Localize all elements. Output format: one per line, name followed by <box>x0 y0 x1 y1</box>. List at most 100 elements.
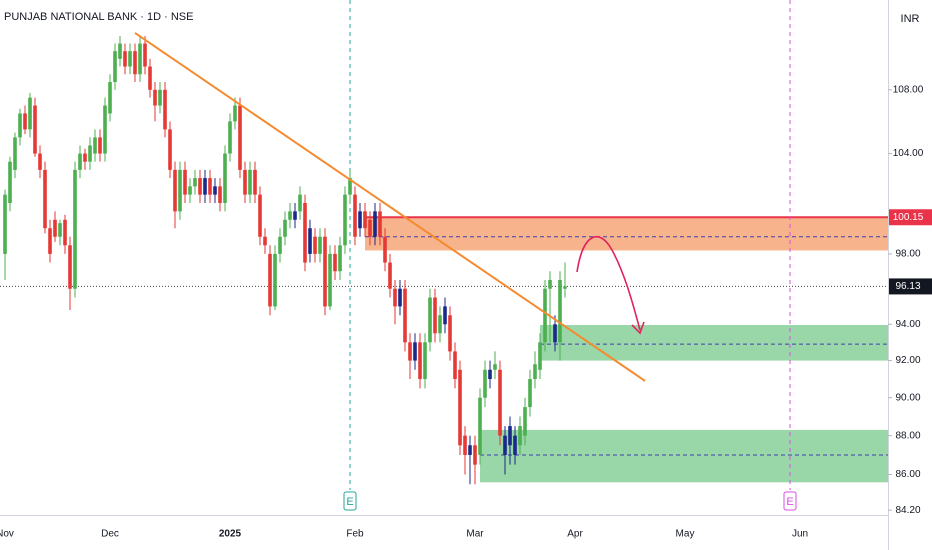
candle-body <box>93 137 97 154</box>
candle-body <box>233 105 237 122</box>
currency: INR <box>901 13 920 25</box>
candle-body <box>533 364 537 380</box>
candle-body <box>303 202 307 263</box>
candle-body <box>158 89 162 106</box>
candle-body <box>393 288 397 307</box>
candle-body <box>463 435 467 455</box>
candle-body <box>548 279 552 289</box>
candle-body <box>373 211 377 237</box>
candle-body <box>43 169 47 229</box>
candle-body <box>218 186 222 203</box>
y-tick-label: 92.00 <box>895 355 920 366</box>
x-tick-label: May <box>676 529 695 540</box>
candle-body <box>398 288 402 307</box>
x-tick-label: Nov <box>0 529 14 540</box>
candle-body <box>448 315 452 352</box>
candle-body <box>178 169 182 212</box>
candle-body <box>253 169 257 195</box>
candle-body <box>173 169 177 212</box>
candle-body <box>333 253 337 272</box>
candle-body <box>378 211 382 237</box>
candle-body <box>38 153 42 170</box>
candle-body <box>243 169 247 195</box>
candle-body <box>313 236 317 254</box>
event-badge <box>783 491 797 511</box>
y-tick-label: 84.20 <box>895 505 920 516</box>
candle-body <box>113 51 117 83</box>
y-tick-label: 104.00 <box>893 148 924 159</box>
candle-body <box>508 426 512 446</box>
candle-body <box>213 186 217 195</box>
y-tick-label: 98.00 <box>895 249 920 260</box>
candle-body <box>63 219 67 246</box>
candle-body <box>103 105 107 154</box>
candle-body <box>223 153 227 203</box>
candle-body <box>328 253 332 307</box>
candle-body <box>193 178 197 187</box>
candle-body <box>263 236 267 246</box>
candle-body <box>433 297 437 334</box>
candle-body <box>563 286 567 289</box>
candle-body <box>78 153 82 170</box>
candle-body <box>118 43 122 59</box>
candle-body <box>543 288 547 343</box>
candle-body <box>48 228 52 254</box>
candle-body <box>428 297 432 343</box>
candle-body <box>18 113 22 138</box>
candle-body <box>388 262 392 289</box>
candle-body <box>413 342 417 361</box>
candle-body <box>53 219 57 237</box>
candle-body <box>458 369 462 446</box>
candle-body <box>298 194 302 212</box>
candle-body <box>323 236 327 307</box>
last-price-label: 96.13 <box>895 281 920 292</box>
event-badge <box>343 491 357 511</box>
candle-body <box>163 89 167 130</box>
candle-body <box>88 145 92 162</box>
candle-body <box>143 43 147 67</box>
candle-body <box>558 279 562 343</box>
candle-body <box>503 435 507 455</box>
candle-body <box>68 245 72 289</box>
projection-arrow <box>576 235 641 331</box>
candle-body <box>403 288 407 343</box>
candle-body <box>478 397 482 455</box>
candle-body <box>293 211 297 220</box>
y-tick-label: 94.00 <box>895 319 920 330</box>
x-tick-label: Feb <box>346 529 364 540</box>
candle-body <box>553 324 557 343</box>
last-price-badge <box>889 278 932 295</box>
candle-body <box>353 194 357 237</box>
candle-body <box>438 315 442 334</box>
candle-body <box>488 369 492 380</box>
event-label: E <box>346 496 353 508</box>
candle-body <box>168 129 172 170</box>
zone <box>540 324 888 361</box>
candle-body <box>148 66 152 90</box>
candle-body <box>338 245 342 272</box>
candle-body <box>343 194 347 246</box>
candle-body <box>23 113 27 130</box>
candle-body <box>153 89 157 106</box>
candle-body <box>538 342 542 370</box>
candle-body <box>423 342 427 380</box>
candle-body <box>288 211 292 220</box>
candle-body <box>473 445 477 465</box>
y-tick-label: 86.00 <box>895 469 920 480</box>
event-label: E <box>786 496 793 508</box>
trendline <box>134 32 646 382</box>
candle-body <box>8 161 12 203</box>
candle-body <box>133 51 137 75</box>
candle-body <box>188 186 192 195</box>
candle-body <box>83 153 87 162</box>
candle-body <box>28 97 32 130</box>
y-tick-label: 88.00 <box>895 430 920 441</box>
candle-body <box>33 105 37 154</box>
candle-body <box>278 236 282 254</box>
candle-body <box>498 369 502 436</box>
candle-body <box>268 253 272 307</box>
resistance-label: 100.15 <box>893 212 924 223</box>
candle-body <box>468 445 472 455</box>
